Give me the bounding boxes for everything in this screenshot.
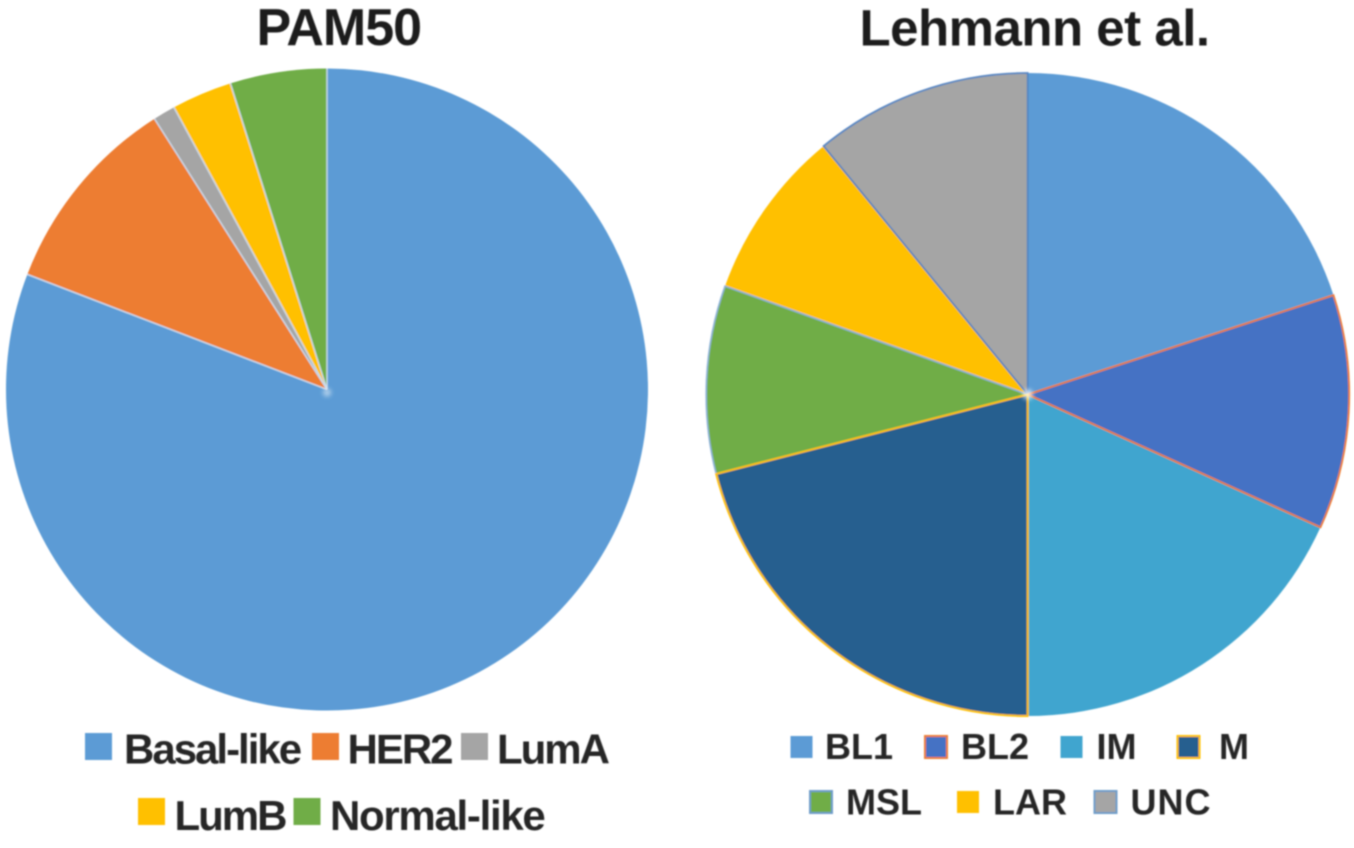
svg-text:UNC: UNC — [1131, 781, 1212, 822]
svg-text:M: M — [1219, 726, 1249, 767]
svg-text:IM: IM — [1097, 726, 1137, 767]
svg-text:LumB: LumB — [175, 792, 287, 839]
svg-text:BL2: BL2 — [961, 726, 1029, 767]
svg-text:HER2: HER2 — [348, 726, 453, 773]
svg-text:Lehmann et al.: Lehmann et al. — [859, 0, 1209, 57]
svg-text:BL1: BL1 — [825, 726, 893, 767]
svg-text:Normal-like: Normal-like — [330, 792, 544, 839]
svg-text:MSL: MSL — [846, 781, 922, 822]
svg-text:LAR: LAR — [993, 781, 1067, 822]
svg-text:LumA: LumA — [497, 726, 610, 773]
svg-text:PAM50: PAM50 — [257, 0, 422, 57]
svg-text:Basal-like: Basal-like — [124, 726, 301, 773]
